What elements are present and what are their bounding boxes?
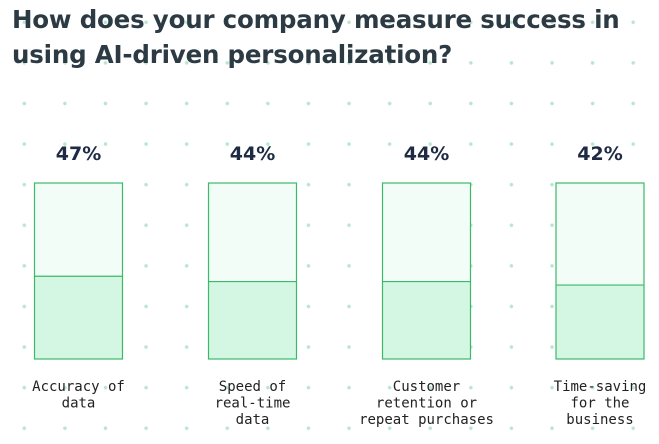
bar-outline bbox=[381, 182, 472, 360]
chart-title: How does your company measure success in… bbox=[12, 5, 620, 69]
category-label-line: Speed of bbox=[219, 379, 286, 395]
bar bbox=[556, 285, 644, 359]
category-label-line: retention or bbox=[376, 396, 477, 412]
data-label: 44% bbox=[230, 143, 275, 165]
category-label-line: repeat purchases bbox=[359, 412, 494, 428]
category-label-line: real-time bbox=[215, 396, 291, 412]
data-label: 44% bbox=[404, 143, 449, 165]
bar-outline bbox=[207, 182, 298, 360]
category-label: Speed of real-time data bbox=[215, 379, 291, 428]
data-label: 47% bbox=[56, 143, 101, 165]
category-label-line: data bbox=[236, 412, 270, 428]
bar-outline bbox=[555, 182, 645, 360]
category-label: Time-saving for the business bbox=[554, 379, 647, 428]
bar bbox=[382, 281, 471, 359]
category-label-line: for the bbox=[570, 396, 629, 412]
bar bbox=[208, 281, 297, 359]
category-label: Customer retention or repeat purchases bbox=[359, 379, 494, 428]
bar-outline bbox=[33, 182, 124, 360]
category-label-line: Customer bbox=[393, 379, 460, 395]
bar bbox=[34, 276, 123, 359]
category-label-line: Time-saving bbox=[554, 379, 647, 395]
data-label: 42% bbox=[577, 143, 622, 165]
category-label-line: business bbox=[566, 412, 633, 428]
category-label-line: data bbox=[62, 396, 96, 412]
category-label-line: Accuracy of bbox=[32, 379, 125, 395]
category-label: Accuracy of data bbox=[32, 379, 125, 412]
